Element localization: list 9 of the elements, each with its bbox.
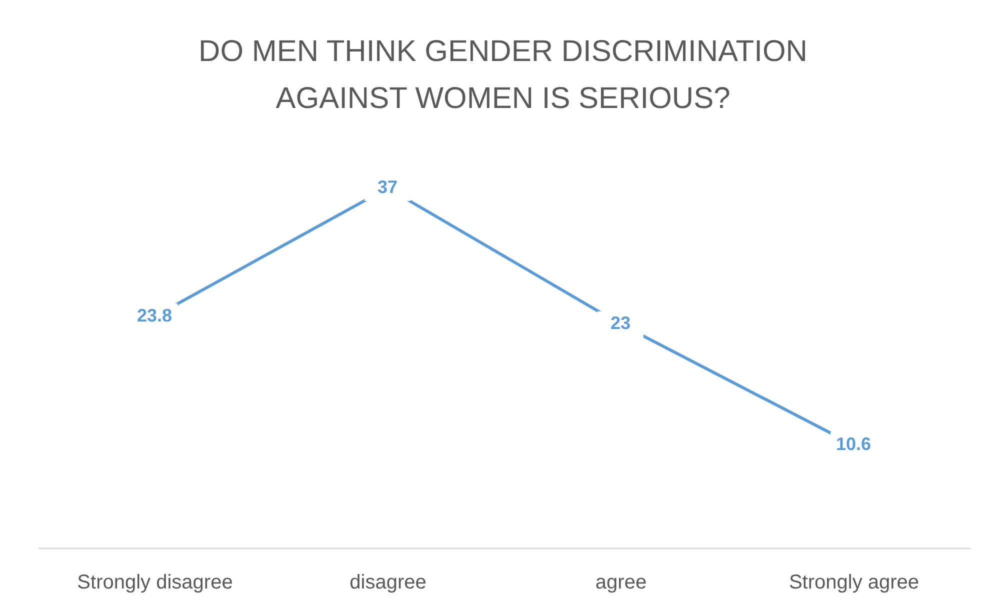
data-label: 23	[610, 313, 631, 334]
x-tick-label: Strongly disagree	[77, 572, 233, 594]
chart-title: DO MEN THINK GENDER DISCRIMINATION AGAINST WOMEN IS SERIOUS?	[198, 34, 808, 117]
data-label: 37	[377, 177, 398, 197]
data-label: 23.8	[136, 305, 172, 326]
x-tick-label: Strongly agree	[788, 572, 920, 594]
x-tick-label: agree	[595, 572, 647, 594]
x-tick-label: disagree	[350, 572, 426, 594]
data-label: 10.6	[836, 434, 872, 454]
